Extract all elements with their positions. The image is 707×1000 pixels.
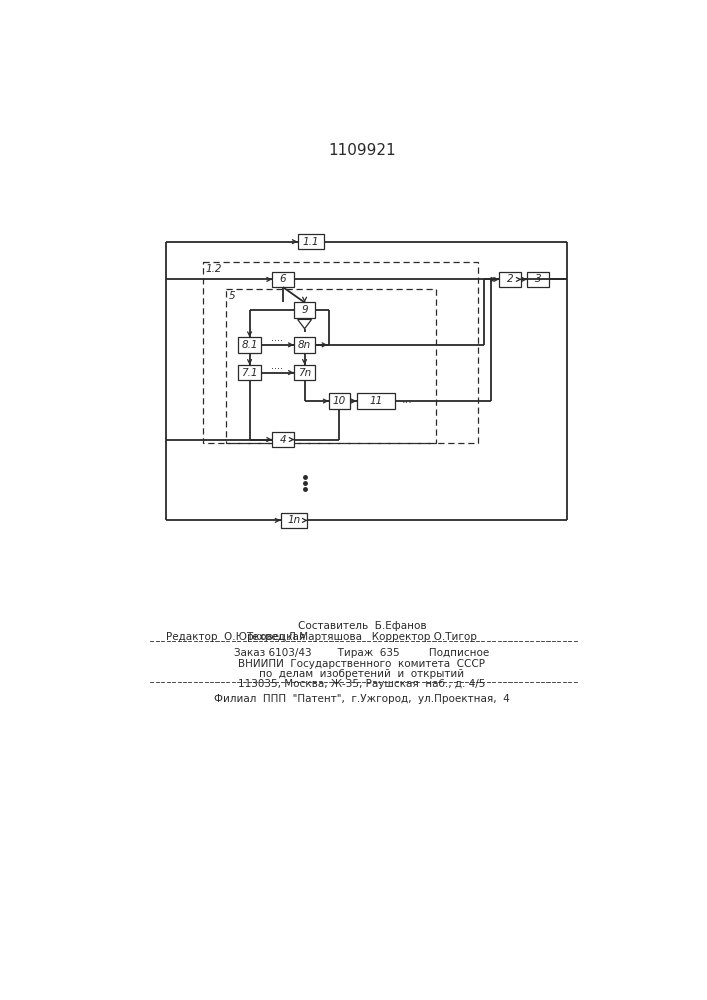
Text: 6: 6	[279, 274, 286, 284]
Text: 8n: 8n	[298, 340, 311, 350]
Bar	[356, 393, 395, 409]
Text: Техред Л.Мартяшова   Корректор О.Тигор: Техред Л.Мартяшова Корректор О.Тигор	[247, 632, 477, 642]
Text: ....: ....	[271, 333, 284, 343]
Text: 1n: 1n	[287, 515, 300, 525]
Text: 7n: 7n	[298, 368, 311, 378]
Text: ...: ...	[402, 395, 412, 405]
Text: ....: ....	[271, 361, 284, 371]
Text: 8.1: 8.1	[241, 340, 258, 350]
Text: 113035, Москва, Ж-35, Раушская  наб., д. 4/5: 113035, Москва, Ж-35, Раушская наб., д. …	[238, 679, 486, 689]
Bar	[203, 262, 478, 443]
Bar	[272, 432, 293, 447]
Text: Филиал  ППП  "Патент",  г.Ужгород,  ул.Проектная,  4: Филиал ППП "Патент", г.Ужгород, ул.Проек…	[214, 694, 510, 704]
Text: 3: 3	[534, 274, 541, 284]
Text: по  делам  изобретений  и  открытий: по делам изобретений и открытий	[259, 669, 464, 679]
Text: 10: 10	[333, 396, 346, 406]
Bar	[329, 393, 351, 409]
Text: 2: 2	[507, 274, 513, 284]
Text: 4: 4	[279, 435, 286, 445]
Bar	[293, 365, 315, 380]
Bar	[281, 513, 307, 528]
Text: 5: 5	[228, 291, 235, 301]
Bar	[527, 272, 549, 287]
Text: 1.2: 1.2	[206, 264, 222, 274]
Text: 1109921: 1109921	[328, 143, 396, 158]
Bar	[298, 234, 324, 249]
Text: Составитель  Б.Ефанов: Составитель Б.Ефанов	[298, 621, 426, 631]
Text: 11: 11	[369, 396, 382, 406]
Text: 1.1: 1.1	[303, 237, 319, 247]
Text: 9: 9	[301, 305, 308, 315]
Text: 7.1: 7.1	[241, 368, 258, 378]
Bar	[272, 272, 293, 287]
Bar	[293, 302, 315, 318]
Text: Заказ 6103/43        Тираж  635         Подписное: Заказ 6103/43 Тираж 635 Подписное	[234, 648, 489, 658]
Bar	[238, 337, 261, 353]
Bar	[238, 365, 261, 380]
Text: ВНИИПИ  Государственного  комитета  СССР: ВНИИПИ Государственного комитета СССР	[238, 659, 486, 669]
Bar	[226, 289, 436, 443]
Text: Редактор  О.Юрковецкая: Редактор О.Юрковецкая	[166, 632, 305, 642]
Bar	[293, 337, 315, 353]
Bar	[499, 272, 521, 287]
